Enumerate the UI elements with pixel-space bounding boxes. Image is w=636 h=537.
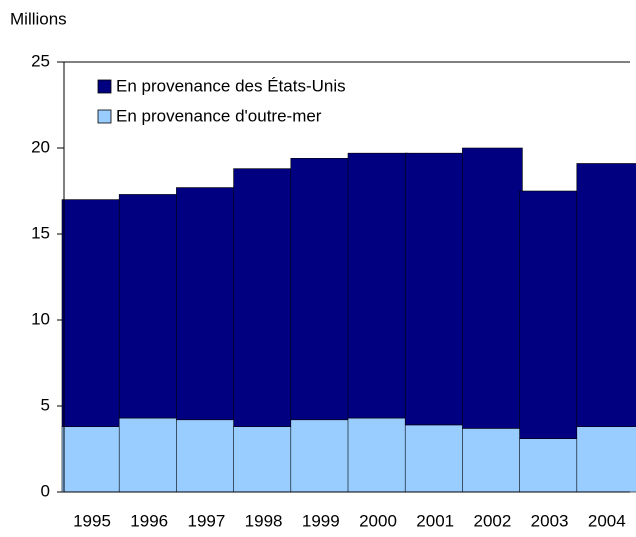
bar-segment bbox=[118, 194, 180, 419]
bar-segment bbox=[176, 187, 237, 421]
bar-segment bbox=[576, 426, 636, 493]
x-tick-label: 2000 bbox=[359, 511, 397, 530]
bar-segment bbox=[347, 417, 409, 493]
y-tick-label: 0 bbox=[41, 481, 50, 500]
x-tick-label: 1999 bbox=[302, 511, 340, 530]
bar-segment bbox=[462, 147, 523, 429]
bar-segment bbox=[61, 426, 123, 493]
y-tick-label: 25 bbox=[31, 51, 50, 70]
bar-segment bbox=[404, 152, 466, 426]
legend-label: En provenance d'outre-mer bbox=[116, 106, 322, 125]
bar-segment bbox=[404, 424, 466, 493]
bar-segment bbox=[519, 438, 580, 493]
bar-segment bbox=[347, 152, 409, 419]
x-tick-label: 1998 bbox=[245, 511, 283, 530]
bar-segment bbox=[519, 190, 580, 439]
x-tick-label: 2002 bbox=[473, 511, 511, 530]
y-tick-label: 10 bbox=[31, 309, 50, 328]
y-tick-label: 15 bbox=[31, 223, 50, 242]
y-axis-label: Millions bbox=[10, 9, 67, 28]
x-tick-label: 2003 bbox=[531, 511, 569, 530]
bar-segment bbox=[233, 426, 294, 493]
bar-segment bbox=[176, 419, 237, 493]
x-tick-label: 1997 bbox=[187, 511, 225, 530]
x-tick-label: 2004 bbox=[588, 511, 626, 530]
bar-segment bbox=[576, 163, 636, 427]
x-tick-label: 1995 bbox=[73, 511, 111, 530]
legend-swatch bbox=[97, 79, 112, 94]
legend-swatch bbox=[97, 109, 112, 124]
bar-segment bbox=[61, 199, 123, 427]
bar-segment bbox=[118, 417, 180, 493]
x-tick-label: 2001 bbox=[416, 511, 454, 530]
bar-segment bbox=[290, 419, 352, 493]
bar-segment bbox=[290, 158, 352, 421]
x-tick-label: 1996 bbox=[130, 511, 168, 530]
bar-segment bbox=[462, 428, 523, 493]
y-tick-label: 5 bbox=[41, 395, 50, 414]
bar-segment bbox=[233, 168, 294, 427]
y-tick-label: 20 bbox=[31, 137, 50, 156]
legend-label: En provenance des États-Unis bbox=[116, 76, 346, 95]
